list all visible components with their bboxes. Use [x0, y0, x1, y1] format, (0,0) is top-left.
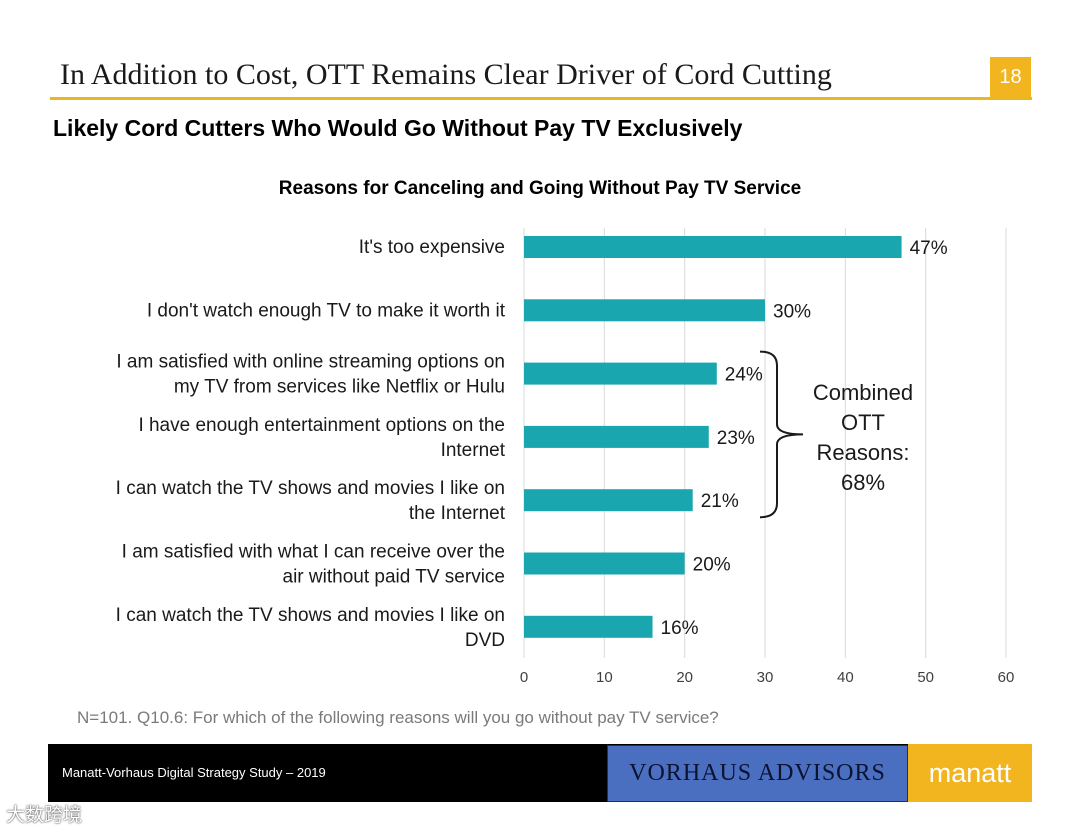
bar-chart: Reasons for Canceling and Going Without …: [116, 178, 1015, 686]
category-label: air without paid TV service: [283, 567, 505, 588]
page-number-badge: 18: [990, 57, 1031, 98]
ott-annotation-line: Combined: [813, 380, 913, 405]
x-tick-label: 30: [757, 669, 774, 686]
chart-title: Reasons for Canceling and Going Without …: [279, 178, 801, 199]
bar: [524, 425, 709, 448]
data-label: 16%: [661, 618, 699, 639]
bar: [524, 552, 685, 575]
data-label: 23%: [717, 428, 755, 449]
data-label: 24%: [725, 365, 763, 386]
x-tick-label: 40: [837, 669, 854, 686]
watermark: 大数跨境: [6, 805, 83, 826]
ott-bracket: [759, 350, 804, 519]
x-tick-label: 60: [998, 669, 1015, 686]
vorhaus-advisors-logo: VORHAUS ADVISORS: [607, 745, 908, 802]
category-label: I am satisfied with what I can receive o…: [122, 542, 505, 563]
bar: [524, 362, 717, 385]
ott-annotation-line: Reasons:: [817, 440, 910, 465]
data-label: 30%: [773, 301, 811, 322]
bar: [524, 489, 693, 512]
x-tick-label: 50: [917, 669, 934, 686]
study-credit: Manatt-Vorhaus Digital Strategy Study – …: [62, 765, 326, 780]
title-underline: [50, 97, 1032, 100]
manatt-logo: manatt: [908, 744, 1032, 802]
category-label: I can watch the TV shows and movies I li…: [116, 478, 505, 499]
data-label: 47%: [910, 238, 948, 259]
category-label: It's too expensive: [359, 237, 505, 258]
bar: [524, 615, 653, 638]
survey-footnote: N=101. Q10.6: For which of the following…: [77, 708, 719, 727]
category-label: DVD: [465, 630, 505, 651]
x-tick-label: 10: [596, 669, 613, 686]
bar: [524, 299, 765, 322]
x-tick-label: 20: [676, 669, 693, 686]
category-label: Internet: [441, 440, 506, 461]
page-title: In Addition to Cost, OTT Remains Clear D…: [60, 58, 832, 91]
ott-annotation-line: OTT: [841, 410, 885, 435]
category-label: I don't watch enough TV to make it worth…: [147, 300, 506, 321]
bar: [524, 236, 902, 258]
slide-subtitle: Likely Cord Cutters Who Would Go Without…: [53, 115, 743, 141]
x-tick-label: 0: [520, 669, 528, 686]
category-label: my TV from services like Netflix or Hulu: [174, 377, 505, 398]
category-label: I am satisfied with online streaming opt…: [116, 352, 505, 373]
category-label: the Internet: [409, 503, 506, 524]
data-label: 20%: [693, 555, 731, 576]
category-label: I can watch the TV shows and movies I li…: [116, 605, 505, 626]
ott-annotation-line: 68%: [841, 470, 885, 495]
data-label: 21%: [701, 491, 739, 512]
category-label: I have enough entertainment options on t…: [138, 415, 505, 436]
